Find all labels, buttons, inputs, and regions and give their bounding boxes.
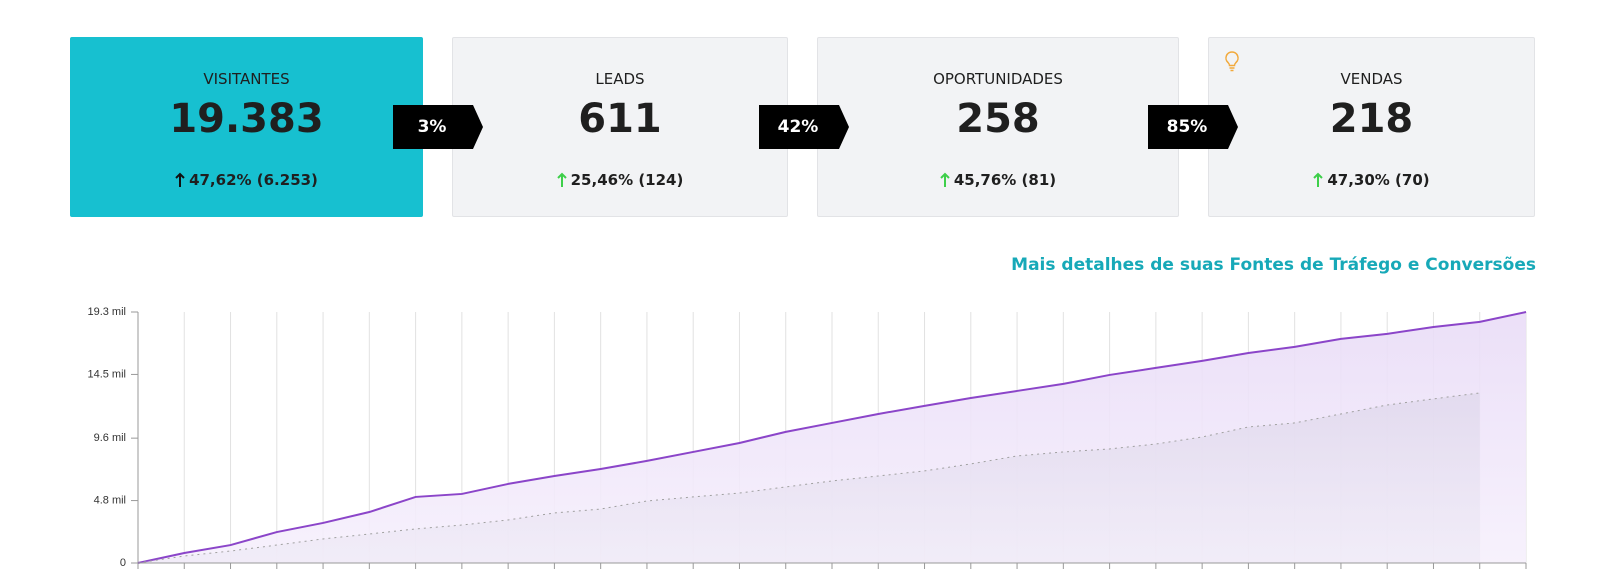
card[interactable]: VISITANTES 19.383 47,62% (6.253) (70, 37, 423, 217)
conversion-badge: 85% (1148, 105, 1238, 149)
card-change: 45,76% (81) (818, 171, 1178, 189)
y-tick-label: 9.6 mil (94, 432, 126, 444)
card-value: 218 (1329, 96, 1414, 142)
card-title: OPORTUNIDADES (933, 70, 1063, 88)
arrow-icon (556, 172, 567, 187)
y-tick-label: 0 (120, 557, 126, 569)
arrow-icon (940, 172, 950, 187)
conversion-rate: 3% (417, 117, 447, 137)
chart: 0 4.8 mil 9.6 mil 14.5 mil 19.3 mil (87, 306, 1527, 569)
card-value: 19.383 (169, 96, 324, 142)
y-tick-label: 19.3 mil (87, 306, 126, 318)
conversion-rate: 85% (1166, 117, 1208, 137)
card-change: 47,30% (70) (1209, 171, 1534, 189)
card-title: LEADS (595, 70, 645, 88)
line (137, 311, 1527, 564)
y-tick-label: 14.5 mil (87, 368, 126, 380)
card-change: 25,46% (124) (453, 171, 787, 189)
y-tick-label: 4.8 mil (94, 494, 126, 506)
conversion-badge: 3% (393, 105, 483, 149)
change-text: 25,46% (124) (570, 171, 684, 189)
card-value: 258 (956, 96, 1040, 142)
lightbulb-icon (1225, 51, 1239, 72)
change-text: 45,76% (81) (953, 171, 1057, 189)
details-link[interactable]: Mais detalhes de suas Fontes de Tráfego … (1011, 255, 1536, 275)
conversion-rate: 42% (777, 117, 819, 137)
card[interactable]: LEADS 611 25,46% (124) (452, 37, 788, 217)
arrow-icon (1313, 172, 1324, 187)
change-text: 47,30% (70) (1327, 171, 1430, 189)
card-change: 47,62% (6.253) (71, 171, 422, 189)
card-value: 611 (578, 96, 662, 142)
conversion-badge: 42% (759, 105, 849, 149)
card-title: VENDAS (1340, 70, 1403, 88)
arrow-icon (175, 172, 185, 187)
card[interactable]: OPORTUNIDADES 258 45,76% (81) (817, 37, 1179, 217)
change-text: 47,62% (6.253) (189, 171, 318, 189)
card[interactable]: VENDAS 218 47,30% (70) (1208, 37, 1535, 217)
card-title: VISITANTES (203, 70, 290, 88)
area (138, 392, 1480, 563)
